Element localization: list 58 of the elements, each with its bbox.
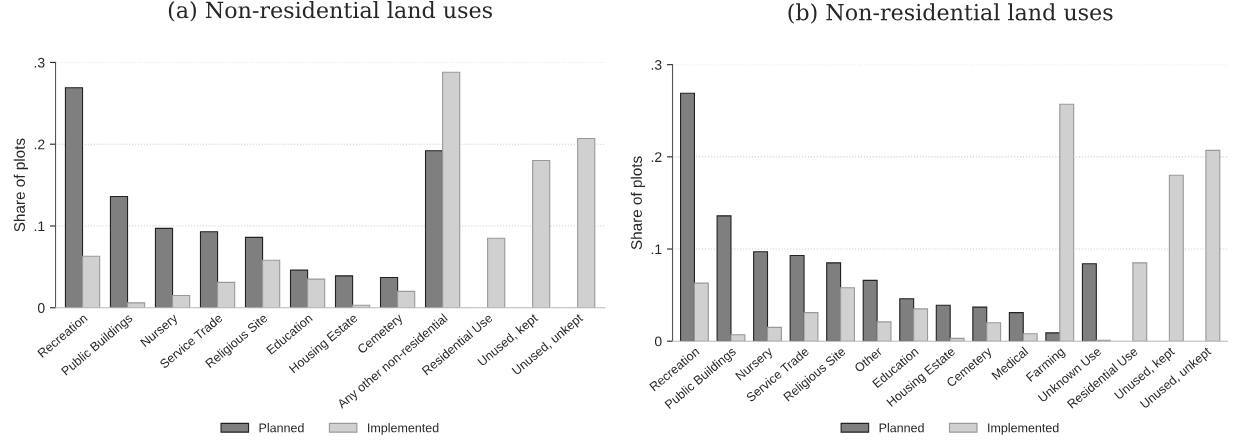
y-tick-label: .1 [34, 221, 45, 232]
bar [876, 321, 892, 342]
bar [379, 276, 399, 308]
y-tick-label: .1 [651, 244, 662, 255]
y-tick-label: .2 [34, 139, 45, 150]
bar [81, 255, 101, 308]
y-tick-label: 0 [37, 303, 45, 313]
bar [109, 195, 129, 308]
bar [862, 279, 878, 342]
bar [1205, 149, 1221, 342]
bar [730, 334, 746, 342]
y-tick-label: .3 [34, 57, 45, 68]
bar [789, 254, 805, 342]
bar [693, 282, 709, 342]
bar [262, 259, 281, 308]
bar [935, 304, 951, 342]
y-tick-label: .2 [651, 152, 662, 162]
bar [716, 215, 732, 342]
y-tick-label: 0 [654, 336, 662, 347]
legend-label: Implemented [988, 423, 1059, 435]
bar [289, 269, 309, 308]
legend-label: Implemented [368, 423, 439, 435]
bar [307, 278, 326, 308]
bar [840, 287, 856, 342]
bar [334, 275, 354, 308]
bar [199, 231, 219, 308]
bar [826, 262, 842, 342]
bar [986, 322, 1002, 342]
bar [1022, 333, 1038, 342]
bar [244, 236, 264, 308]
bar [913, 308, 929, 342]
bar [424, 150, 444, 308]
bar [680, 92, 696, 342]
y-axis-title: Share of plots [13, 138, 28, 232]
bar [899, 298, 915, 342]
chart-title: (b) Non-residential land uses [788, 3, 1113, 24]
chart-title: (a) Non-residential land uses [168, 1, 492, 22]
bar [126, 302, 146, 308]
bar [1045, 332, 1061, 342]
bar [766, 326, 782, 342]
bar [1132, 262, 1148, 342]
bar [154, 227, 174, 308]
bar [397, 290, 416, 308]
bar [949, 337, 965, 342]
legend-label: Planned [879, 423, 924, 433]
bar [753, 251, 769, 342]
bar [803, 312, 819, 342]
bar [1081, 263, 1097, 342]
bar [972, 306, 988, 342]
bar [1168, 174, 1184, 342]
y-tick-label: .3 [651, 60, 662, 70]
y-axis-title: Share of plots [630, 156, 645, 250]
bar [64, 87, 84, 308]
legend-label: Planned [259, 423, 304, 433]
bar [487, 237, 506, 308]
bar [1008, 312, 1024, 342]
bar [217, 281, 236, 308]
bar [172, 294, 191, 308]
